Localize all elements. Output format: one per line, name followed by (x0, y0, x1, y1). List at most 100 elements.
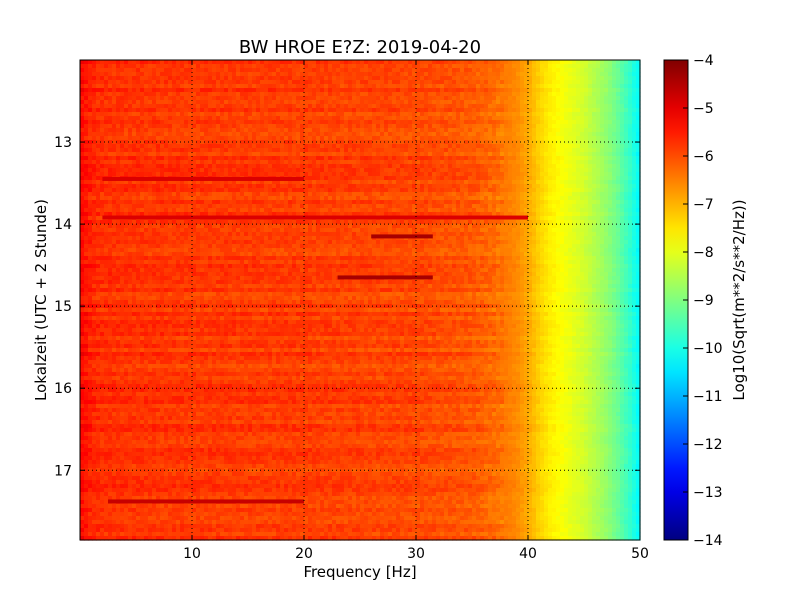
heatmap-cell (256, 116, 261, 121)
heatmap-cell (464, 192, 469, 197)
heatmap-cell (620, 184, 625, 189)
heatmap-cell (140, 116, 145, 121)
heatmap-cell (404, 84, 409, 89)
heatmap-cell (276, 108, 281, 113)
heatmap-cell (196, 172, 201, 177)
heatmap-cell (488, 188, 493, 193)
heatmap-cell (252, 64, 257, 69)
heatmap-cell (384, 132, 389, 137)
heatmap-cell (600, 108, 605, 113)
heatmap-cell (176, 80, 181, 85)
heatmap-cell (316, 104, 321, 109)
heatmap-cell (432, 72, 437, 77)
heatmap-cell (452, 80, 457, 85)
heatmap-cell (568, 172, 573, 177)
heatmap-cell (500, 68, 505, 73)
heatmap-cell (276, 136, 281, 141)
heatmap-cell (320, 140, 325, 145)
heatmap-cell (296, 184, 301, 189)
heatmap-cell (176, 100, 181, 105)
heatmap-cell (456, 88, 461, 93)
heatmap-cell (360, 108, 365, 113)
heatmap-cell (108, 160, 113, 165)
heatmap-cell (240, 104, 245, 109)
heatmap-cell (588, 168, 593, 173)
heatmap-cell (540, 80, 545, 85)
heatmap-cell (552, 100, 557, 105)
heatmap-cell (336, 152, 341, 157)
heatmap-cell (172, 148, 177, 153)
heatmap-cell (536, 128, 541, 133)
heatmap-cell (564, 184, 569, 189)
heatmap-cell (124, 180, 129, 185)
heatmap-cell (572, 184, 577, 189)
heatmap-cell (132, 72, 137, 77)
heatmap-cell (520, 164, 525, 169)
heatmap-cell (180, 60, 185, 65)
heatmap-cell (628, 188, 633, 193)
heatmap-cell (120, 124, 125, 129)
heatmap-cell (620, 108, 625, 113)
heatmap-cell (236, 124, 241, 129)
heatmap-cell (220, 76, 225, 81)
heatmap-cell (272, 164, 277, 169)
heatmap-cell (440, 100, 445, 105)
heatmap-cell (548, 184, 553, 189)
heatmap-cell (580, 80, 585, 85)
heatmap-cell (304, 164, 309, 169)
heatmap-cell (460, 88, 465, 93)
heatmap-cell (556, 188, 561, 193)
heatmap-cell (264, 80, 269, 85)
heatmap-cell (144, 128, 149, 133)
heatmap-cell (412, 88, 417, 93)
heatmap-cell (432, 124, 437, 129)
heatmap-cell (352, 80, 357, 85)
heatmap-cell (324, 152, 329, 157)
heatmap-cell (564, 148, 569, 153)
heatmap-cell (280, 196, 285, 201)
heatmap-cell (180, 180, 185, 185)
heatmap-cell (576, 172, 581, 177)
heatmap-cell (368, 184, 373, 189)
heatmap-cell (588, 72, 593, 77)
heatmap-cell (588, 60, 593, 65)
heatmap-cell (396, 108, 401, 113)
heatmap-cell (620, 96, 625, 101)
heatmap-cell (460, 192, 465, 197)
heatmap-cell (568, 124, 573, 129)
heatmap-cell (308, 72, 313, 77)
heatmap-cell (428, 168, 433, 173)
heatmap-cell (116, 160, 121, 165)
heatmap-cell (612, 76, 617, 81)
heatmap-cell (228, 188, 233, 193)
heatmap-cell (432, 172, 437, 177)
heatmap-cell (416, 196, 421, 201)
heatmap-cell (196, 80, 201, 85)
heatmap-cell (548, 128, 553, 133)
heatmap-cell (512, 188, 517, 193)
heatmap-cell (144, 92, 149, 97)
heatmap-cell (612, 68, 617, 73)
heatmap-cell (316, 184, 321, 189)
heatmap-cell (180, 104, 185, 109)
heatmap-cell (488, 68, 493, 73)
heatmap-cell (260, 124, 265, 129)
heatmap-cell (588, 184, 593, 189)
heatmap-cell (496, 180, 501, 185)
heatmap-cell (100, 116, 105, 121)
heatmap-cell (176, 144, 181, 149)
heatmap-cell (492, 120, 497, 125)
heatmap-cell (384, 144, 389, 149)
heatmap-cell (484, 124, 489, 129)
heatmap-cell (568, 88, 573, 93)
heatmap-cell (576, 152, 581, 157)
heatmap-cell (260, 108, 265, 113)
heatmap-cell (128, 164, 133, 169)
heatmap-cell (516, 140, 521, 145)
heatmap-cell (556, 92, 561, 97)
heatmap-cell (136, 92, 141, 97)
heatmap-cell (412, 172, 417, 177)
heatmap-cell (496, 120, 501, 125)
heatmap-cell (100, 72, 105, 77)
heatmap-cell (600, 84, 605, 89)
